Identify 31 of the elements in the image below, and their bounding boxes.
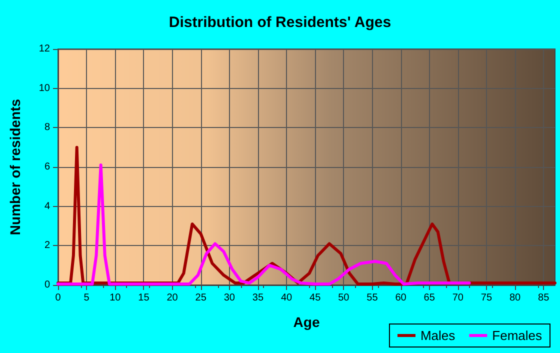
x-tick-label: 30 [224, 292, 236, 304]
x-tick-label: 60 [395, 292, 407, 304]
y-tick-label: 4 [44, 200, 50, 212]
legend-label: Males [420, 328, 456, 343]
y-tick-label: 2 [44, 240, 50, 252]
legend-label: Females [492, 328, 542, 343]
chart-title: Distribution of Residents' Ages [168, 14, 392, 31]
x-tick-label: 75 [480, 292, 492, 304]
y-tick-label: 8 [44, 122, 50, 134]
x-axis-title: Age [293, 314, 320, 330]
y-tick-label: 6 [44, 162, 50, 172]
x-tick-label: 55 [366, 292, 378, 304]
x-tick-label: 70 [452, 292, 464, 304]
x-tick-label: 80 [509, 292, 522, 304]
x-tick-label: 45 [310, 292, 322, 304]
x-tick-label: 0 [55, 292, 62, 304]
x-tick-label: 25 [195, 292, 207, 304]
x-tick-label: 5 [84, 292, 90, 304]
x-tick-label: 40 [280, 292, 293, 304]
y-tick-label: 12 [38, 44, 50, 54]
line-series [56, 164, 471, 286]
x-tick-label: 65 [424, 292, 436, 304]
x-tick-label: 10 [110, 292, 122, 304]
x-tick-label: 85 [538, 292, 550, 304]
x-tick-label: 15 [138, 292, 150, 304]
x-tick-label: 50 [338, 292, 350, 304]
x-tick-label: 35 [252, 292, 264, 304]
x-tick-label: 20 [166, 292, 178, 304]
y-axis-title: Number of residents [7, 98, 23, 236]
y-tick-label: 10 [38, 82, 50, 94]
y-tick-label: 0 [44, 280, 50, 290]
